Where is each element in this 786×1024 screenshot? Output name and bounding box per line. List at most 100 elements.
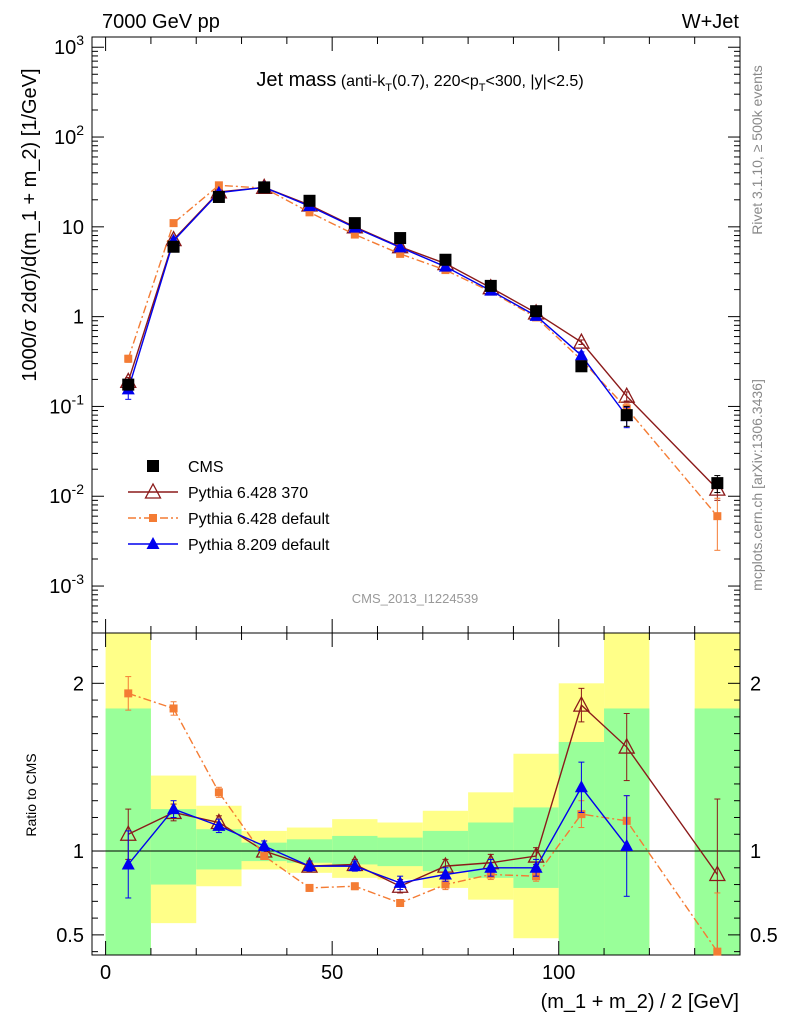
band-green-1 — [150, 809, 197, 885]
main-series-2-point — [396, 249, 405, 258]
plot-title: Jet mass (anti-kT(0.7), 220<pT<300, |y|<… — [256, 69, 583, 94]
legend-marker — [147, 460, 159, 472]
main-ytick-label: 102 — [54, 122, 84, 149]
main-series-cms-point — [575, 360, 588, 373]
main-ytick-label: 103 — [54, 32, 84, 59]
legend: CMS Pythia 6.428 370 Pythia 6.428 default P… — [128, 459, 330, 554]
ratio-series-1-point — [305, 883, 314, 892]
main-series-cms-point — [122, 378, 135, 391]
ratio-ytick-label-right: 2 — [750, 673, 761, 695]
ratio-series-1-point — [350, 882, 359, 891]
ratio-plot-area: 0 50 100 0.5 0.5 1 1 2 2 — [56, 632, 778, 984]
ratio-series-2-point — [167, 802, 181, 815]
ratio-series-1-point — [169, 704, 178, 713]
main-series-cms-point — [303, 194, 316, 207]
ratio-xtick-label: 0 — [100, 962, 111, 984]
ratio-ytick-label: 0.5 — [56, 925, 84, 947]
ratio-series-1-point — [214, 788, 223, 797]
main-ytick-label: 10 — [62, 217, 84, 239]
xlabel: (m_1 + m_2) / 2 [GeV] — [541, 991, 739, 1013]
ratio-series-2-point — [393, 875, 407, 888]
main-series-2-point — [214, 181, 223, 190]
main-series-cms-point — [212, 190, 225, 203]
main-series-1-point — [572, 332, 590, 349]
ratio-series-2-point — [348, 859, 362, 872]
main-series-2-point — [713, 512, 722, 521]
main-series-cms-point — [484, 279, 497, 292]
ratio-ylabel: Ratio to CMS — [23, 753, 39, 836]
main-ytick-label: 10-2 — [49, 481, 84, 508]
ratio-xtick-label: 100 — [542, 962, 575, 984]
ratio-ytick-label: 1 — [73, 841, 84, 863]
main-series-cms-point — [530, 305, 543, 318]
legend-label: CMS — [188, 459, 224, 476]
main-series-1-point — [618, 386, 636, 403]
main-series-cms-point — [439, 253, 452, 266]
ratio-uncertainty-bands — [105, 633, 740, 955]
ratio-frame — [91, 632, 741, 956]
ratio-series-1-point — [713, 947, 722, 956]
header-left: 7000 GeV pp — [102, 11, 220, 33]
ratio-series-2-point — [620, 838, 634, 851]
main-series-cms-point — [620, 409, 633, 422]
title-sub-t1: T — [385, 82, 392, 94]
ratio-series-0-point — [618, 737, 636, 754]
main-series-3-point — [393, 240, 407, 253]
main-series-cms-point — [394, 232, 407, 245]
main-series-cms-point — [711, 477, 724, 490]
ratio-series-2-point — [257, 838, 271, 851]
main-ytick-label: 10-3 — [49, 571, 84, 598]
band-green-2 — [196, 829, 242, 870]
ratio-series-1-point — [441, 880, 450, 889]
ratio-series-1-point — [577, 810, 586, 819]
legend-marker — [146, 537, 160, 549]
title-sub-t2: T — [479, 82, 486, 94]
rivet-label: Rivet 3.1.10, ≥ 500k events — [749, 65, 765, 235]
main-series-cms-point — [167, 240, 180, 253]
main-series-2-point — [124, 354, 133, 363]
main-ytick-label: 10-1 — [49, 391, 84, 418]
title-main: Jet mass — [256, 69, 336, 91]
ratio-series-2-point — [212, 818, 226, 831]
legend-label: Pythia 6.428 default — [188, 511, 330, 528]
ratio-series-2-point — [574, 780, 588, 793]
ratio-series-2-point — [303, 859, 317, 872]
main-series-3-point — [574, 348, 588, 361]
main-series-2-point — [350, 230, 359, 239]
main-ytick-label: 1 — [73, 307, 84, 329]
analysis-tag: CMS_2013_I1224539 — [352, 591, 479, 606]
title-sub-mid: (0.7), 220<p — [392, 73, 479, 90]
main-series-cms-point — [258, 181, 271, 194]
main-series-cms-point — [348, 217, 361, 230]
legend-label: Pythia 6.428 370 — [188, 485, 308, 502]
ratio-series-2-line — [127, 786, 628, 884]
ratio-series-0-point — [572, 695, 590, 712]
main-ylabel: 1000/σ 2dσ)/d(m_1 + m_2) [1/GeV] — [19, 68, 41, 381]
ratio-series-1-point — [260, 852, 269, 861]
ratio-series-1-point — [124, 689, 133, 698]
band-green-6 — [377, 837, 423, 867]
ratio-xtick-label: 50 — [321, 962, 343, 984]
ratio-series-2-point — [484, 860, 498, 873]
main-series-3-line — [127, 186, 628, 417]
legend-marker — [149, 514, 157, 522]
main-series-2-point — [169, 219, 178, 228]
ratio-ytick-label-right: 0.5 — [750, 925, 778, 947]
header-right: W+Jet — [682, 11, 740, 33]
ratio-series-0-point — [708, 865, 726, 882]
ratio-series-2-point — [438, 867, 452, 880]
ratio-series-2-point — [121, 857, 135, 870]
legend-marker — [144, 482, 162, 499]
legend-label: Pythia 8.209 default — [188, 537, 330, 554]
mcplots-label: mcplots.cern.ch [arXiv:1306.3436] — [749, 379, 765, 591]
ratio-series-2-point — [529, 860, 543, 873]
ratio-ytick-label: 2 — [73, 673, 84, 695]
main-series-2-point — [305, 208, 314, 217]
ratio-ytick-label-right: 1 — [750, 841, 761, 863]
main-plot-area: 10-3 10-2 10-1 1 10 102 103 — [49, 32, 741, 634]
main-series-1-line — [127, 186, 718, 490]
title-sub-pre: (anti-k — [336, 73, 386, 90]
ratio-series-1-point — [396, 899, 405, 908]
title-sub-post: <300, |y|<2.5) — [485, 73, 583, 90]
